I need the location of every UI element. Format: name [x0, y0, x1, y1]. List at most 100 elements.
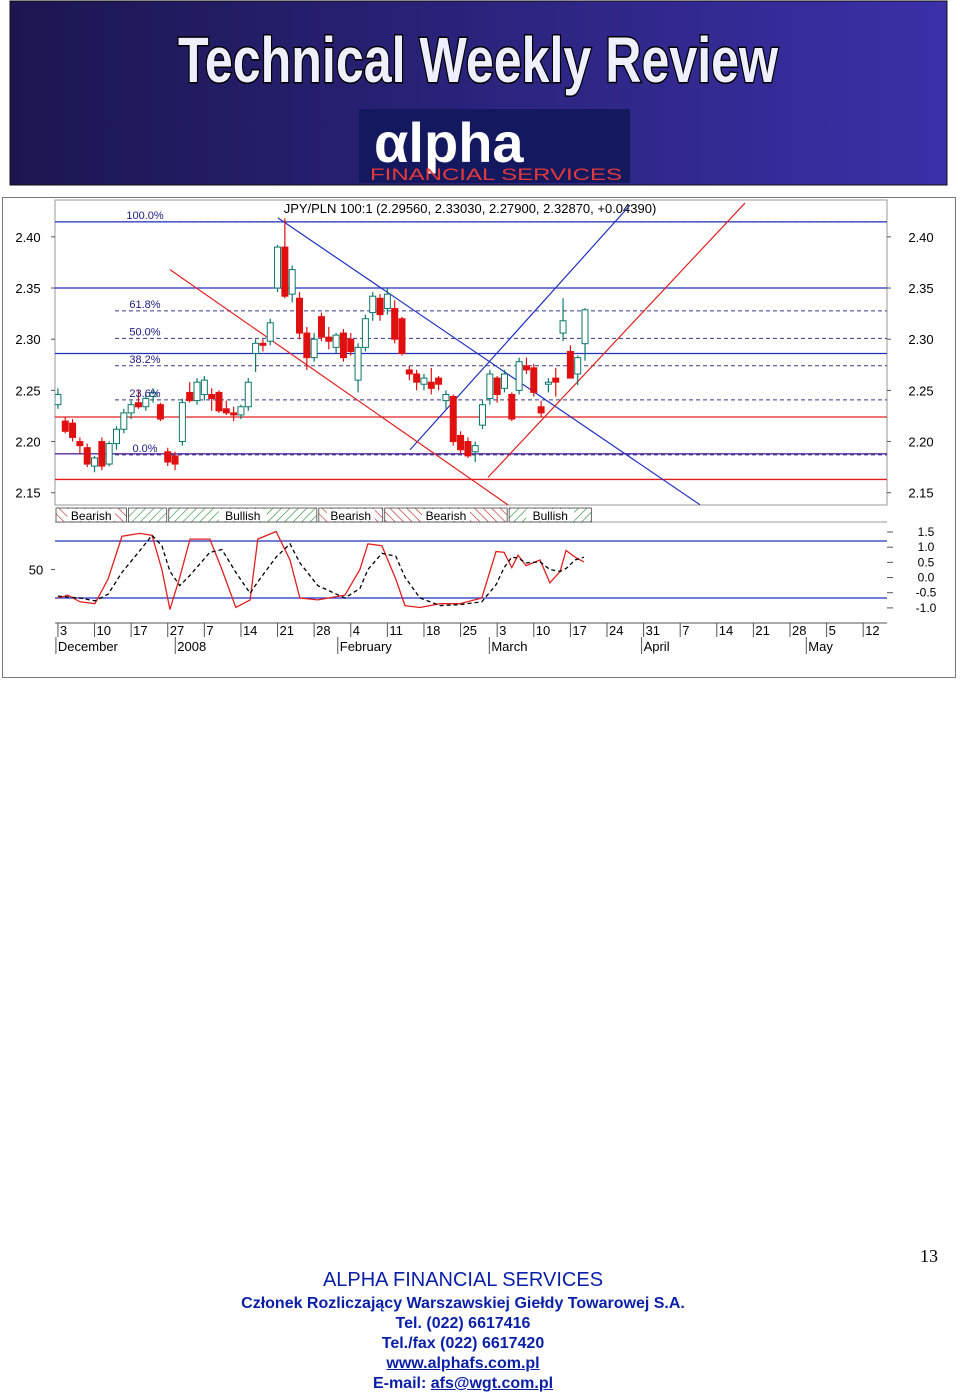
candle-body [544, 381, 552, 385]
footer-email[interactable]: afs@wgt.com.pl [430, 1375, 554, 1392]
candle-body [369, 295, 377, 314]
price-panel [54, 199, 888, 506]
candle-body [354, 346, 362, 381]
candle-body [222, 408, 230, 414]
candle-body [296, 297, 304, 334]
candle-body [266, 322, 274, 342]
x-tick-label: 7 [682, 623, 689, 638]
logo-name: αlpha [374, 111, 524, 174]
zone-label-bg [526, 509, 575, 521]
x-tick-label: 4 [353, 623, 360, 638]
candle-body [303, 332, 311, 359]
x-tick-label: 5 [829, 623, 836, 638]
candle-body [142, 398, 150, 408]
month-label: February [340, 639, 393, 654]
candle-body [61, 420, 69, 432]
zone-label-bg [67, 509, 116, 521]
zone [128, 507, 168, 523]
zone-label-bg [218, 509, 267, 521]
candle-body [259, 342, 267, 346]
candle-body [537, 406, 545, 414]
candle-body [83, 447, 91, 465]
x-tick-label: 10 [97, 623, 111, 638]
candle-body [449, 396, 457, 443]
chart-frame [2, 197, 956, 678]
fib-label: 100.0% [126, 210, 164, 222]
fib-label: 38.2% [129, 354, 160, 366]
x-tick-label: 28 [316, 623, 330, 638]
candle-body [171, 455, 179, 465]
candle-body [55, 393, 62, 406]
footer-member: Członek Rozliczający Warszawskiej Giełdy… [241, 1295, 685, 1312]
candle-body [457, 434, 465, 451]
logo-tagline: FINANCIAL SERVICES [370, 165, 622, 184]
candle-body [76, 441, 84, 447]
zone-label: Bullish [225, 509, 260, 523]
y-tick-label-right: 2.35 [908, 281, 933, 296]
x-tick-label: 27 [170, 623, 184, 638]
month-label: May [808, 639, 833, 654]
candle-body [486, 373, 494, 400]
candle-body [581, 309, 589, 345]
fib-label: 61.8% [129, 299, 160, 311]
candle-body [427, 381, 435, 389]
x-tick-label: 11 [389, 623, 403, 638]
x-tick-label: 24 [609, 623, 623, 638]
trend-line [409, 204, 631, 451]
candle-body [230, 412, 238, 416]
candle-body [405, 369, 413, 375]
x-tick-label: 12 [865, 623, 879, 638]
candle-body [156, 404, 164, 420]
zone-label-bg [326, 509, 375, 521]
report-top: Technical Weekly Review αlpha FINANCIAL … [2, 0, 956, 678]
zone-label: Bearish [426, 509, 467, 523]
y-tick-label: 2.15 [15, 486, 40, 501]
fib-label: 23.6% [129, 388, 160, 400]
candle-body [493, 377, 501, 395]
candle-body [515, 361, 523, 391]
x-tick-label: 21 [755, 623, 769, 638]
x-tick-label: 10 [536, 623, 550, 638]
candle-body [274, 246, 282, 289]
candle-body [208, 393, 216, 400]
osc-line [57, 534, 585, 607]
footer-tel: Tel. (022) 6617416 [395, 1315, 531, 1332]
candle-body [398, 318, 406, 355]
x-tick-label: 18 [426, 623, 440, 638]
x-tick-label: 25 [463, 623, 477, 638]
footer-web[interactable]: www.alphafs.com.pl [386, 1355, 540, 1372]
chart-title: JPY/PLN 100:1 (2.29560, 2.33030, 2.27900… [284, 201, 657, 216]
zone-label: Bullish [533, 509, 568, 523]
osc-y-tick-label: 50 [29, 563, 43, 578]
candle-body [383, 293, 391, 309]
candle-body [112, 428, 120, 445]
candle-body [420, 377, 428, 385]
page-number: 13 [920, 1246, 938, 1266]
y-tick-label-right: 2.15 [908, 486, 933, 501]
candle-body [391, 307, 399, 340]
x-tick-label: 21 [280, 623, 294, 638]
candle-body [413, 373, 421, 383]
trend-line [487, 202, 746, 478]
month-label: March [491, 639, 527, 654]
candle-body [566, 350, 574, 379]
candle-body [69, 422, 77, 438]
candle-body [332, 334, 340, 348]
candle-body [317, 316, 325, 338]
candle-body [559, 320, 567, 334]
month-label: December [58, 639, 119, 654]
report-title: Technical Weekly Review [178, 24, 778, 96]
candle-body [464, 441, 472, 457]
candle-body [215, 391, 223, 412]
candle-body [237, 406, 245, 416]
candle-body [522, 365, 530, 371]
candle-body [244, 381, 252, 408]
candle-body [376, 297, 384, 316]
x-tick-label: 31 [646, 623, 660, 638]
candle-body [120, 412, 128, 430]
y-tick-label-right: 2.20 [908, 435, 933, 450]
footer-fax: Tel./fax (022) 6617420 [381, 1335, 545, 1352]
candle-body [288, 269, 296, 295]
